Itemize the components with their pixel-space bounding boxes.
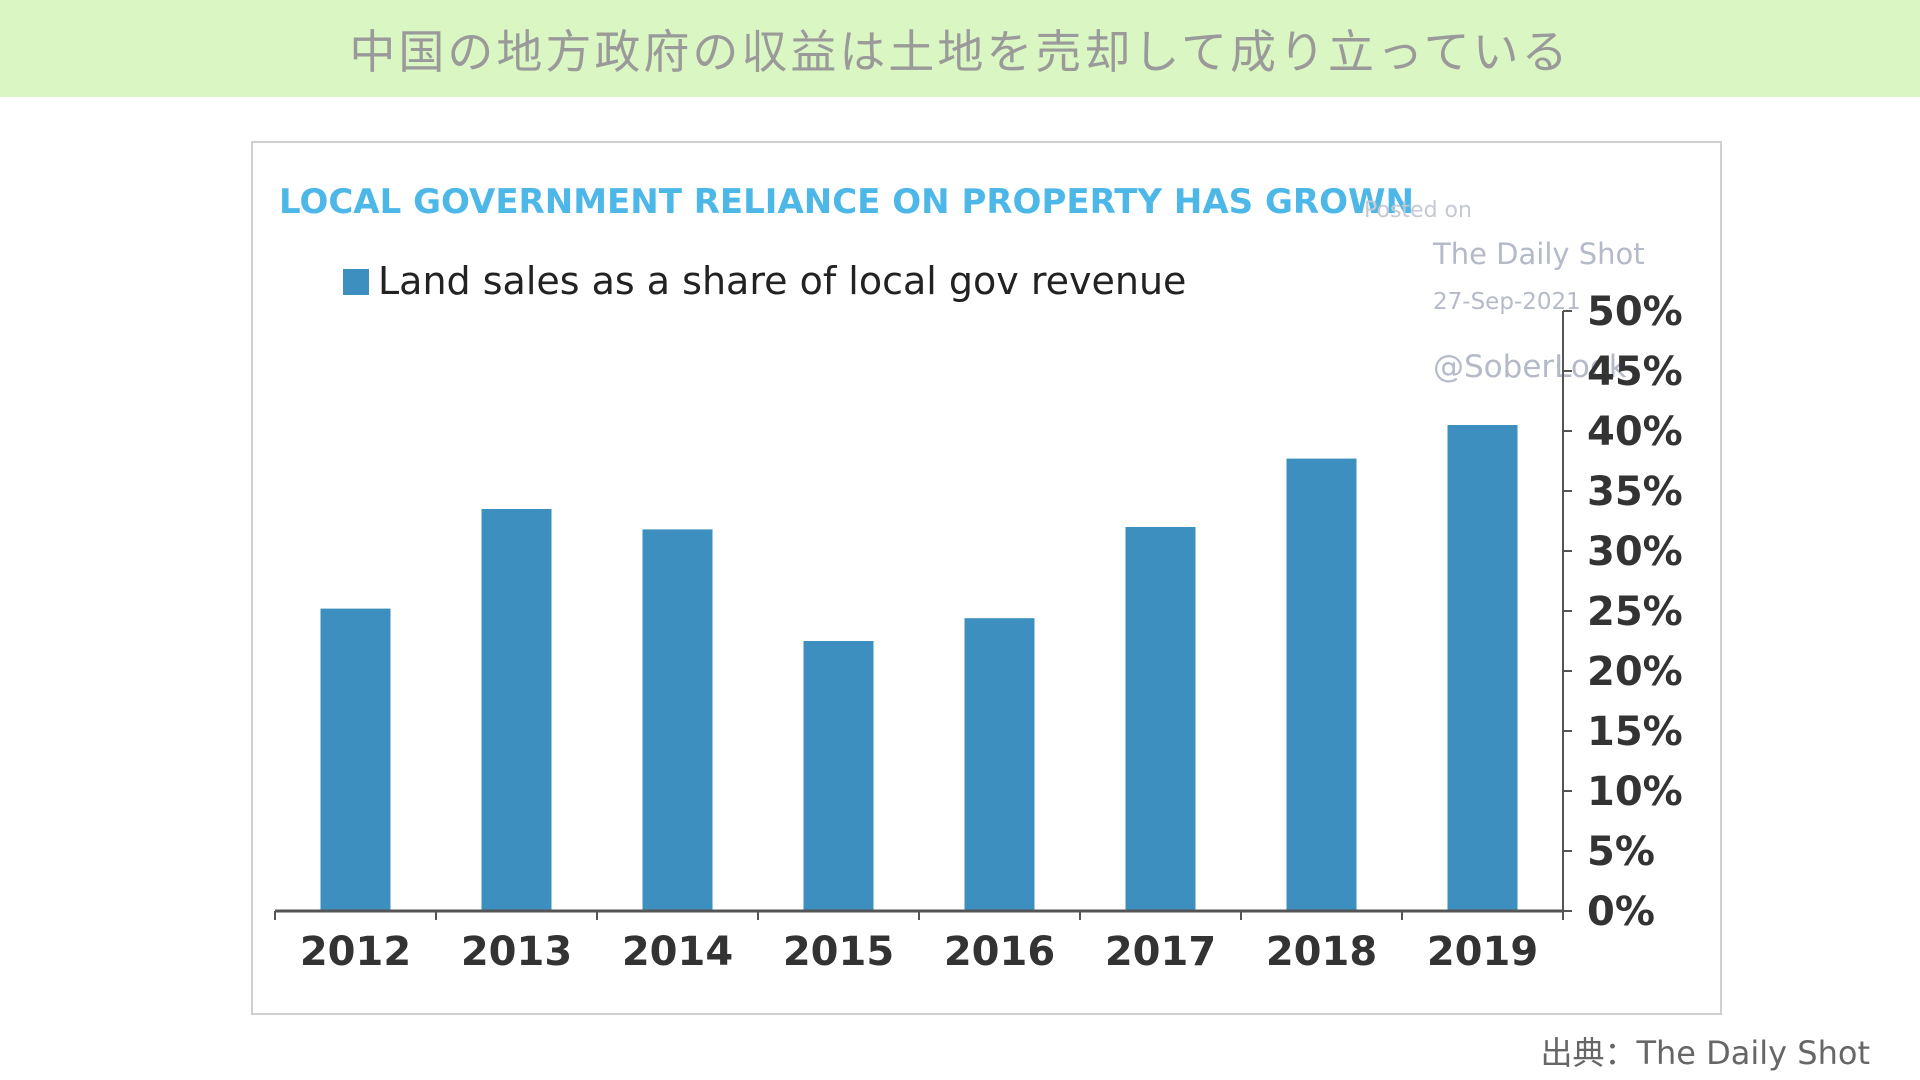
bar-chart: LOCAL GOVERNMENT RELIANCE ON PROPERTY HA… bbox=[274, 182, 1683, 975]
y-tick-label: 15% bbox=[1587, 709, 1683, 755]
legend-label: Land sales as a share of local gov reven… bbox=[378, 259, 1186, 303]
x-tick-label-2014: 2014 bbox=[622, 929, 733, 975]
bar-2015 bbox=[803, 641, 874, 911]
page-title: 中国の地方政府の収益は土地を売却して成り立っている bbox=[349, 24, 1571, 79]
watermark-publisher: The Daily Shot bbox=[1432, 237, 1645, 271]
chart-frame: LOCAL GOVERNMENT RELIANCE ON PROPERTY HA… bbox=[251, 141, 1722, 1015]
watermark-posted: Posted on bbox=[1364, 198, 1472, 223]
y-tick-label: 50% bbox=[1587, 289, 1683, 335]
header-banner: 中国の地方政府の収益は土地を売却して成り立っている bbox=[0, 0, 1920, 97]
y-tick-label: 10% bbox=[1587, 769, 1683, 815]
x-tick-label-2015: 2015 bbox=[783, 929, 894, 975]
x-tick-label-2019: 2019 bbox=[1427, 929, 1538, 975]
y-tick-label: 45% bbox=[1587, 349, 1683, 395]
bar-2012 bbox=[320, 608, 391, 911]
watermark-handle: @SoberLook bbox=[1433, 349, 1627, 385]
y-tick-label: 25% bbox=[1587, 589, 1683, 635]
x-tick-label-2017: 2017 bbox=[1105, 929, 1216, 975]
y-tick-label: 30% bbox=[1587, 529, 1683, 575]
bar-2014 bbox=[642, 529, 713, 911]
bar-2018 bbox=[1286, 458, 1357, 911]
chart-title: LOCAL GOVERNMENT RELIANCE ON PROPERTY HA… bbox=[279, 182, 1414, 222]
bar-2017 bbox=[1125, 527, 1196, 911]
source-credit: 出典：The Daily Shot bbox=[1540, 1034, 1870, 1072]
x-tick-label-2013: 2013 bbox=[461, 929, 572, 975]
bar-2016 bbox=[964, 618, 1035, 911]
y-tick-label: 20% bbox=[1587, 649, 1683, 695]
x-tick-label-2016: 2016 bbox=[944, 929, 1055, 975]
y-tick-label: 5% bbox=[1587, 829, 1655, 875]
y-tick-label: 35% bbox=[1587, 469, 1683, 515]
x-tick-label-2012: 2012 bbox=[300, 929, 411, 975]
y-tick-label: 40% bbox=[1587, 409, 1683, 455]
watermark-date: 27-Sep-2021 bbox=[1433, 289, 1581, 315]
x-tick-label-2018: 2018 bbox=[1266, 929, 1377, 975]
legend-swatch bbox=[343, 269, 369, 295]
y-tick-label: 0% bbox=[1587, 889, 1655, 935]
bar-2013 bbox=[481, 509, 552, 911]
bar-2019 bbox=[1447, 425, 1518, 911]
